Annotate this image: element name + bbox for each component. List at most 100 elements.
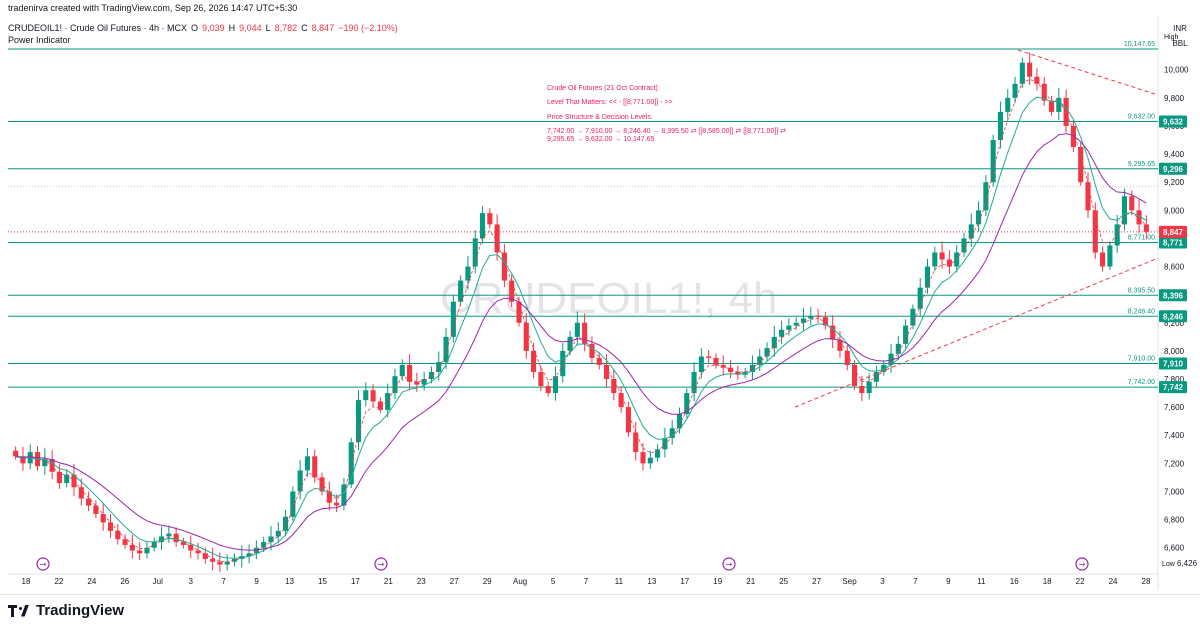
ohlc-open-label: O <box>191 23 199 33</box>
unit-label[interactable]: BBL <box>1172 39 1188 48</box>
candle-body <box>509 280 515 302</box>
time-tick-label: 17 <box>680 577 689 586</box>
time-tick-label: 9 <box>254 577 259 586</box>
candle-body <box>13 450 19 457</box>
time-tick-label: Jul <box>153 577 163 586</box>
candle-body <box>852 364 858 387</box>
candle-body <box>1114 224 1120 246</box>
candle-body <box>983 182 989 211</box>
level-label: 9,295.65 <box>1128 161 1155 168</box>
candle-body <box>487 213 493 225</box>
candle-body <box>1100 252 1106 267</box>
candle-body <box>355 400 362 443</box>
candle-body <box>93 505 99 514</box>
currency-label[interactable]: INR <box>1173 24 1187 33</box>
candle-body <box>662 438 668 450</box>
current-price-label: 8,847 <box>1163 228 1184 237</box>
candle-body <box>531 350 537 372</box>
candle-body <box>465 266 471 281</box>
candle-body <box>523 322 529 351</box>
candle-body <box>888 353 894 365</box>
candle-body <box>932 252 938 267</box>
candle-body <box>363 390 369 401</box>
candle-body <box>195 550 201 554</box>
candle-body <box>830 325 836 340</box>
candle-body <box>779 329 785 337</box>
event-marker-icon <box>36 557 50 571</box>
candle-body <box>866 381 872 394</box>
time-tick-label: 15 <box>318 577 327 586</box>
candle-body <box>479 213 486 239</box>
candle-body <box>1085 182 1091 211</box>
ohlc-low-label: L <box>265 23 271 33</box>
symbol-watermark: CRUDEOIL1!, 4h <box>440 274 777 323</box>
candle-body <box>304 456 310 471</box>
ema-mid-line <box>15 96 1147 559</box>
time-tick-label: Aug <box>513 577 527 586</box>
price-tick-label: 7,200 <box>1164 459 1185 468</box>
ohlc-close-label: C <box>301 23 308 33</box>
candle-body <box>567 336 573 351</box>
candle-body <box>20 456 26 464</box>
candle-body <box>377 401 383 410</box>
candle-body <box>385 393 391 410</box>
candle-body <box>1121 196 1128 225</box>
candle-body <box>1143 224 1149 232</box>
candle-body <box>786 325 792 330</box>
level-price-badge-label: 9,296 <box>1163 165 1184 174</box>
candle-body <box>647 457 653 464</box>
event-marker-arrow-icon: → <box>1079 560 1086 569</box>
candle-body <box>574 322 580 337</box>
time-tick-label: 22 <box>1076 577 1085 586</box>
candle-body <box>421 379 427 385</box>
candle-body <box>976 210 982 225</box>
time-tick-label: 7 <box>221 577 226 586</box>
candle-body <box>596 357 602 365</box>
time-tick-label: 26 <box>120 577 129 586</box>
candle-body <box>275 530 281 537</box>
price-tick-label: 7,600 <box>1164 403 1185 412</box>
price-chart[interactable]: CRUDEOIL1!, 4h 6,600 6,800 7,000 7,200 7,400 7… <box>0 0 1200 600</box>
candle-body <box>436 362 442 372</box>
time-tick-label: 19 <box>713 577 722 586</box>
level-price-badge <box>1159 289 1187 302</box>
annotation-structure-line-1: 7,742.00 → 7,910.00 → 8,246.40 → 8,395.5… <box>547 128 786 135</box>
candle-body <box>297 470 303 492</box>
price-tick-label: 9,400 <box>1164 150 1185 159</box>
candle-body <box>895 343 901 354</box>
level-label: 7,742.00 <box>1128 379 1155 386</box>
annotation-level-line: Level That Matters: << - [[8,771.00]] - … <box>547 99 673 106</box>
time-tick-label: 5 <box>551 577 556 586</box>
candle-body <box>625 407 631 433</box>
time-tick-label: 21 <box>746 577 755 586</box>
time-tick-label: 22 <box>54 577 63 586</box>
price-scale-header: INR BBL <box>1163 24 1197 54</box>
level-label: 10,147.65 <box>1124 41 1155 48</box>
price-tick-label: 7,800 <box>1164 375 1185 384</box>
candle-body <box>341 484 347 506</box>
ohlc-open: 9,039 <box>202 23 225 33</box>
candle-body <box>582 322 588 344</box>
time-tick-label: 17 <box>351 577 360 586</box>
candle-body <box>217 561 223 565</box>
candle-body <box>713 357 719 365</box>
indicator-name[interactable]: Power Indicator <box>8 35 71 45</box>
level-label: 9,632.00 <box>1128 113 1155 120</box>
ohlc-high-label: H <box>228 23 236 33</box>
symbol-title[interactable]: CRUDEOIL1! · Crude Oil Futures · 4h · MC… <box>8 23 188 33</box>
candle-body <box>392 376 398 394</box>
candle-body <box>764 348 770 357</box>
price-tick-label: 8,000 <box>1164 347 1185 356</box>
candle-body <box>844 350 850 365</box>
candle-body <box>837 339 843 351</box>
candle-body <box>1056 97 1062 112</box>
candle-body <box>771 336 777 349</box>
candle-body <box>603 364 610 380</box>
candle-body <box>881 364 887 372</box>
candle-body <box>450 301 456 337</box>
candle-body <box>1078 147 1084 183</box>
candle-body <box>166 533 172 537</box>
candle-body <box>808 315 814 319</box>
candle-body <box>1019 62 1025 84</box>
candle-body <box>1005 97 1011 112</box>
